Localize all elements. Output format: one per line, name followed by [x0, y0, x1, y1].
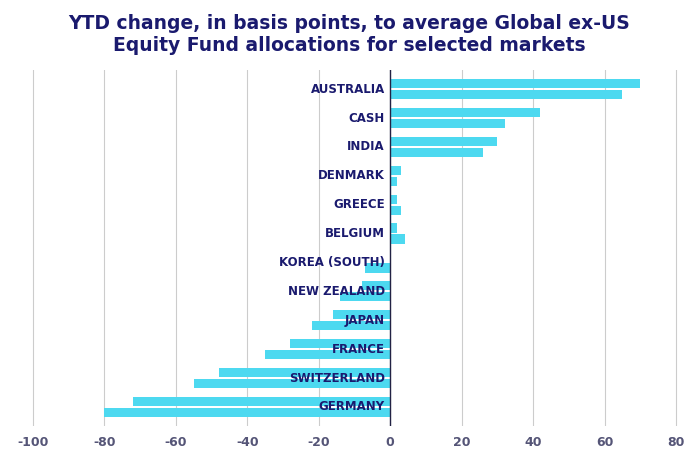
Bar: [390, 90, 622, 99]
Text: NEW ZEALAND: NEW ZEALAND: [288, 285, 385, 298]
Text: KOREA (SOUTH): KOREA (SOUTH): [279, 256, 385, 269]
Bar: [290, 339, 390, 348]
Bar: [365, 263, 390, 273]
Bar: [333, 310, 390, 319]
Bar: [390, 234, 405, 244]
Bar: [390, 177, 398, 186]
Text: CASH: CASH: [349, 112, 385, 125]
Bar: [265, 350, 390, 359]
Text: BELGIUM: BELGIUM: [325, 227, 385, 240]
Bar: [390, 148, 483, 157]
Bar: [390, 108, 540, 117]
Title: YTD change, in basis points, to average Global ex-US
Equity Fund allocations for: YTD change, in basis points, to average …: [69, 14, 630, 55]
Bar: [104, 408, 390, 417]
Text: GERMANY: GERMANY: [318, 400, 385, 413]
Text: DENMARK: DENMARK: [318, 169, 385, 182]
Bar: [390, 79, 640, 88]
Bar: [218, 368, 390, 377]
Bar: [133, 397, 390, 406]
Bar: [390, 137, 498, 146]
Text: AUSTRALIA: AUSTRALIA: [311, 82, 385, 96]
Bar: [312, 321, 390, 331]
Text: GREECE: GREECE: [333, 198, 385, 211]
Bar: [390, 206, 401, 215]
Bar: [390, 194, 398, 204]
Bar: [194, 379, 390, 388]
Bar: [390, 166, 401, 175]
Text: FRANCE: FRANCE: [332, 343, 385, 356]
Text: INDIA: INDIA: [347, 140, 385, 153]
Bar: [390, 119, 505, 128]
Text: SWITZERLAND: SWITZERLAND: [289, 371, 385, 385]
Bar: [390, 224, 398, 233]
Text: JAPAN: JAPAN: [345, 314, 385, 327]
Bar: [340, 292, 390, 301]
Bar: [362, 281, 390, 290]
